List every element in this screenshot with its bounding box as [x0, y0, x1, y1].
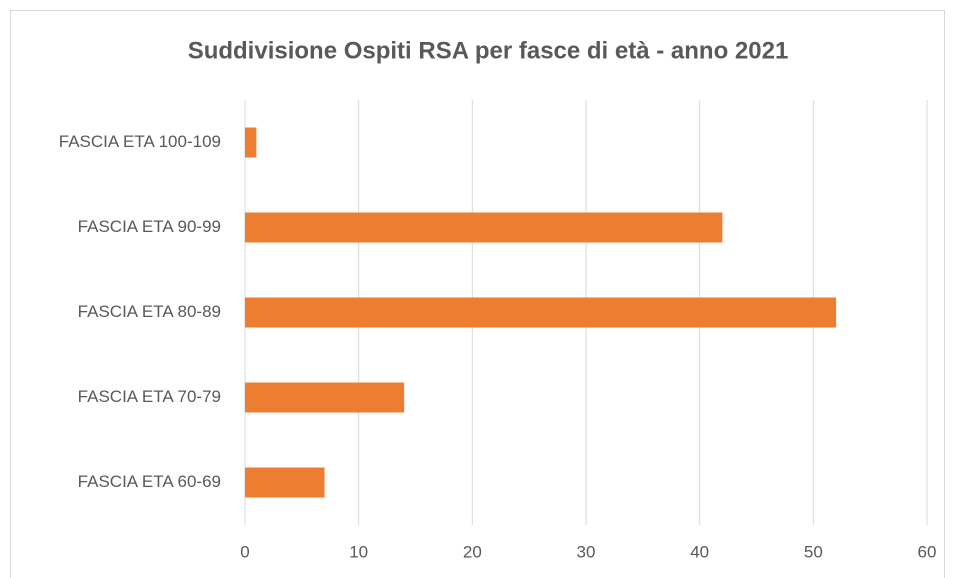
x-tick-label: 10 — [349, 542, 368, 561]
y-tick-label: FASCIA ETA 90-99 — [78, 217, 221, 236]
bar — [245, 467, 325, 498]
bar — [245, 212, 723, 243]
x-tick-label: 50 — [804, 542, 823, 561]
bar — [245, 297, 837, 328]
x-tick-label: 0 — [240, 542, 249, 561]
x-tick-label: 30 — [577, 542, 596, 561]
y-tick-label: FASCIA ETA 60-69 — [78, 472, 221, 491]
chart-title: Suddivisione Ospiti RSA per fasce di età… — [188, 37, 789, 64]
x-tick-label: 60 — [918, 542, 937, 561]
bar — [245, 127, 257, 158]
x-tick-label: 40 — [690, 542, 709, 561]
chart-border — [10, 10, 945, 578]
y-tick-label: FASCIA ETA 70-79 — [78, 387, 221, 406]
y-tick-label: FASCIA ETA 80-89 — [78, 302, 221, 321]
y-tick-label: FASCIA ETA 100-109 — [59, 132, 221, 151]
bar — [245, 382, 405, 413]
x-tick-label: 20 — [463, 542, 482, 561]
